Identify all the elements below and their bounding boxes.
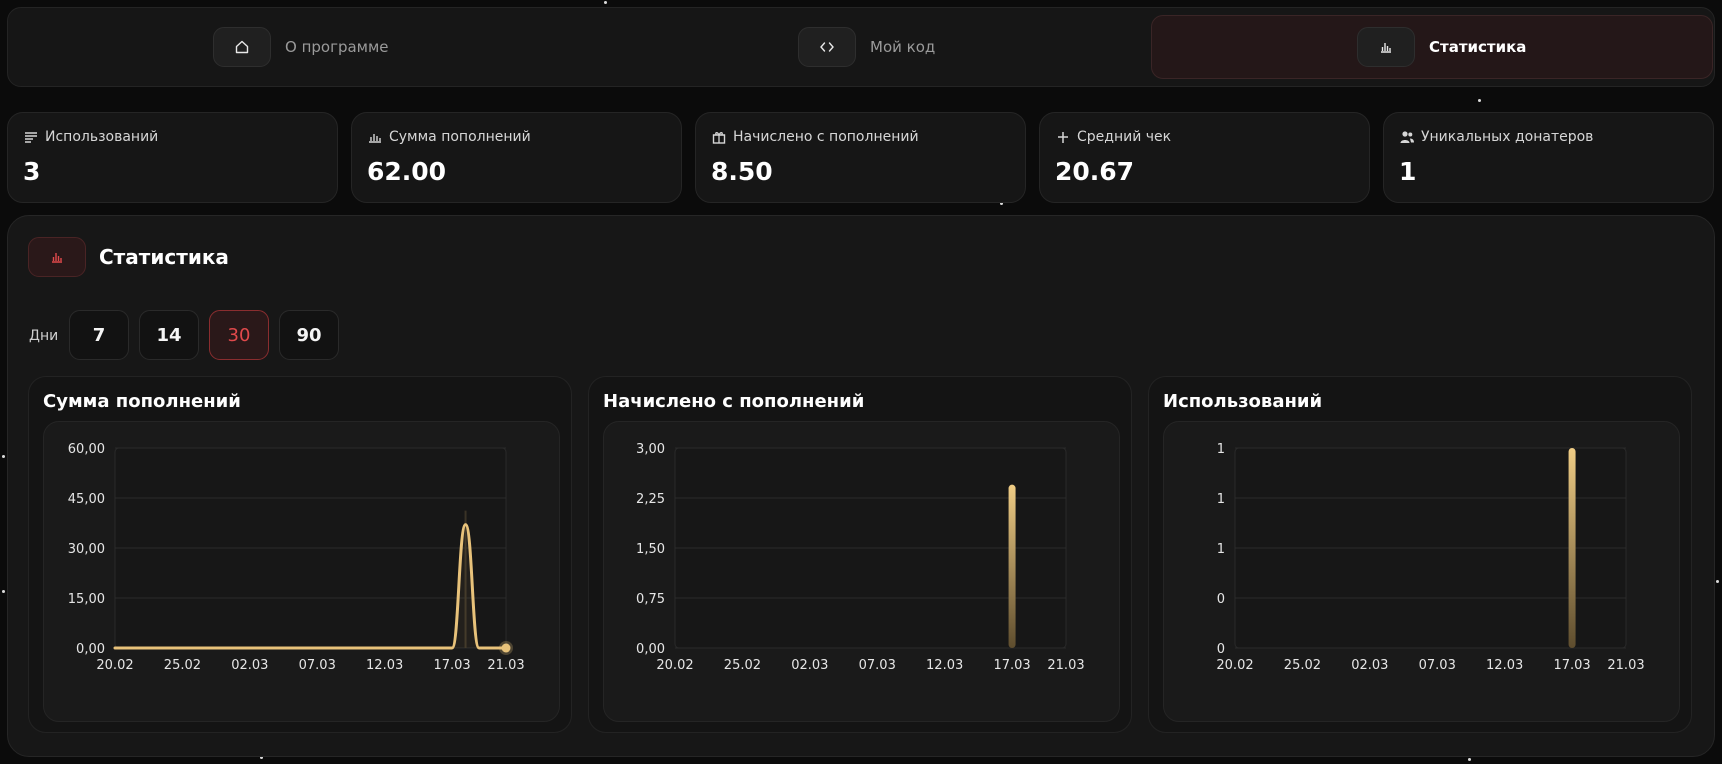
y-tick-label: 30,00: [68, 542, 105, 557]
stat-value: 20.67: [1055, 157, 1135, 186]
series-area: [115, 524, 506, 648]
stat-label: Использований: [45, 129, 159, 145]
bar: [1568, 448, 1576, 648]
x-tick-label: 17.03: [993, 658, 1030, 673]
home-icon: [213, 27, 271, 67]
stat-card-topup-sum: Сумма пополнений 62.00: [351, 112, 682, 203]
nav-label: Мой код: [870, 38, 936, 56]
stat-card-average-check: Средний чек 20.67: [1039, 112, 1370, 203]
y-tick-label: 0,75: [636, 592, 665, 607]
bar-chart-icon: [1357, 27, 1415, 67]
x-tick-label: 02.03: [231, 658, 268, 673]
nav-item-my-code[interactable]: Мой код: [798, 15, 935, 79]
chart-title: Сумма пополнений: [43, 391, 241, 412]
star-decoration: [604, 1, 607, 4]
nav-item-about[interactable]: О программе: [213, 15, 389, 79]
x-tick-label: 07.03: [299, 658, 336, 673]
x-tick-label: 21.03: [487, 658, 524, 673]
nav-item-statistics[interactable]: Статистика: [1151, 15, 1713, 79]
x-tick-label: 17.03: [433, 658, 470, 673]
list-icon: [25, 132, 37, 143]
x-tick-label: 12.03: [1486, 658, 1523, 673]
chart-title: Начислено с пополнений: [603, 391, 865, 412]
y-tick-label: 2,25: [636, 492, 665, 507]
chart-card-topup-sum: Сумма пополнений 60,00 45,00 30,00 15,00 0,0…: [28, 376, 572, 733]
code-icon: [798, 27, 856, 67]
bar-chart-icon: [369, 134, 381, 143]
statistics-panel: Статистика Дни 7 14 30 90 Сумма пополнен…: [7, 215, 1715, 757]
y-tick-label: 1,50: [636, 542, 665, 557]
bar: [1008, 484, 1016, 648]
stat-value: 62.00: [367, 157, 447, 186]
users-icon: [1400, 131, 1414, 143]
nav-label: О программе: [285, 38, 389, 56]
y-tick-label: 3,00: [636, 442, 665, 457]
panel-title: Статистика: [99, 245, 229, 269]
y-tick-label: 1: [1217, 492, 1225, 507]
chart-area: 60,00 45,00 30,00 15,00 0,00 20.02 25.02 02.03 0…: [43, 421, 560, 722]
star-decoration: [1716, 580, 1719, 583]
star-decoration: [1468, 758, 1471, 761]
stat-card-accrued: Начислено с пополнений 8.50: [695, 112, 1026, 203]
day-option-14[interactable]: 14: [139, 310, 199, 360]
star-decoration: [1000, 202, 1003, 205]
y-tick-label: 0: [1217, 642, 1225, 657]
x-tick-label: 25.02: [724, 658, 761, 673]
x-tick-label: 20.02: [1216, 658, 1253, 673]
x-tick-label: 17.03: [1553, 658, 1590, 673]
star-decoration: [2, 455, 5, 458]
x-tick-label: 07.03: [1419, 658, 1456, 673]
stat-label: Средний чек: [1077, 129, 1172, 145]
x-tick-label: 12.03: [366, 658, 403, 673]
chart-title: Использований: [1163, 391, 1323, 412]
stat-value: 1: [1399, 157, 1417, 186]
star-decoration: [1478, 99, 1481, 102]
chart-card-accrued: Начислено с пополнений 3,00 2,25 1,50 0,75 0…: [588, 376, 1132, 733]
x-tick-label: 07.03: [859, 658, 896, 673]
y-tick-label: 0: [1217, 592, 1225, 607]
y-tick-label: 45,00: [68, 492, 105, 507]
star-decoration: [2, 590, 5, 593]
gift-icon: [712, 132, 726, 144]
days-label: Дни: [29, 328, 59, 344]
stat-card-usages: Использований 3: [7, 112, 338, 203]
x-tick-label: 02.03: [1351, 658, 1388, 673]
x-tick-label: 20.02: [656, 658, 693, 673]
stat-card-unique-donors: Уникальных донатеров 1: [1383, 112, 1714, 203]
x-tick-label: 25.02: [164, 658, 201, 673]
chart-area: 1 1 1 0 0 20.02 25.02 02.03 07.03 12.03 17.03 21.03: [1163, 421, 1680, 722]
stat-value: 3: [23, 157, 41, 186]
day-option-7[interactable]: 7: [69, 310, 129, 360]
y-tick-label: 0,00: [636, 642, 665, 657]
y-tick-label: 60,00: [68, 442, 105, 457]
x-tick-label: 02.03: [791, 658, 828, 673]
day-option-90[interactable]: 90: [279, 310, 339, 360]
stat-label: Уникальных донатеров: [1421, 129, 1594, 145]
top-navigation: О программе Мой код Статистика: [7, 7, 1715, 87]
y-tick-label: 15,00: [68, 592, 105, 607]
day-option-30[interactable]: 30: [209, 310, 269, 360]
stat-label: Сумма пополнений: [389, 129, 531, 145]
stat-label: Начислено с пополнений: [733, 129, 919, 145]
star-decoration: [260, 756, 263, 759]
x-tick-label: 12.03: [926, 658, 963, 673]
x-tick-label: 25.02: [1284, 658, 1321, 673]
last-point-halo: [499, 641, 513, 655]
chart-card-usages: Использований 1 1 1 0 0 20.02 25.02 02.03 07.03 1…: [1148, 376, 1692, 733]
x-tick-label: 21.03: [1607, 658, 1644, 673]
plus-icon: [1058, 132, 1068, 143]
y-tick-label: 1: [1217, 442, 1225, 457]
x-tick-label: 20.02: [96, 658, 133, 673]
bar-chart-icon: [28, 237, 86, 277]
x-tick-label: 21.03: [1047, 658, 1084, 673]
stat-value: 8.50: [711, 157, 773, 186]
y-tick-label: 1: [1217, 542, 1225, 557]
data-point: [501, 643, 511, 653]
chart-area: 3,00 2,25 1,50 0,75 0,00 20.02 25.02 02.03 07.03…: [603, 421, 1120, 722]
y-tick-label: 0,00: [76, 642, 105, 657]
nav-label: Статистика: [1429, 38, 1527, 56]
